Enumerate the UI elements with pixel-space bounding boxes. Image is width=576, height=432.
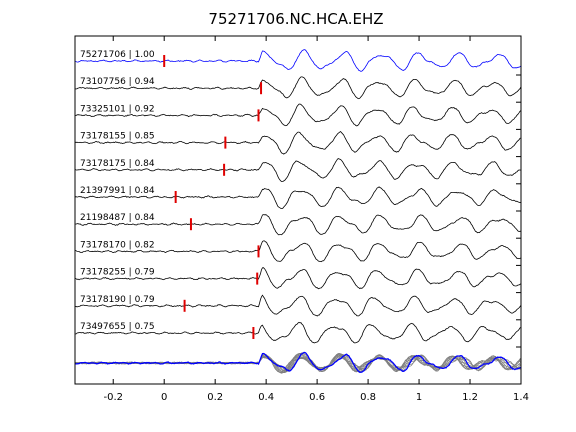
trace-0: 75271706 | 1.00 [75,49,522,72]
trace-label: 73178190 | 0.79 [80,295,155,305]
trace-label: 75271706 | 1.00 [80,50,155,60]
trace-8: 73178255 | 0.79 [74,267,522,290]
trace-label: 73497655 | 0.75 [80,322,155,332]
trace-label: 73178170 | 0.82 [80,240,155,250]
trace-label: 73325101 | 0.92 [80,104,155,114]
x-tick-label: 0.8 [360,392,376,403]
plot-frame [74,35,522,385]
traces-layer: 75271706 | 1.00 73107756 | 0.94 73325101 |… [74,49,522,344]
trace-label: 21198487 | 0.84 [80,213,155,223]
trace-line [74,267,522,290]
trace-label: 73178175 | 0.84 [80,159,155,169]
chart-title: 75271706.NC.HCA.EHZ [208,10,383,28]
x-tick-label: 1.2 [462,392,478,403]
x-tick-label: 0 [161,392,167,403]
trace-line [74,240,522,263]
overlay-reference [74,351,522,373]
trace-2: 73325101 | 0.92 [74,103,522,127]
trace-line [74,130,522,155]
trace-5: 21397991 | 0.84 [74,186,522,210]
axes: -0.2 0 0.2 0.4 0.6 0.8 1 1.2 1.4 [74,35,529,403]
trace-7: 73178170 | 0.82 [74,240,522,263]
trace-label: 73178155 | 0.85 [80,132,155,142]
trace-6: 21198487 | 0.84 [74,213,522,236]
trace-line [74,103,522,127]
trace-line [74,186,522,210]
trace-line [74,76,522,100]
trace-4: 73178175 | 0.84 [74,158,522,183]
trace-3: 73178155 | 0.85 [74,130,522,155]
trace-9: 73178190 | 0.79 [74,294,522,317]
x-tick-label: 0.2 [207,392,223,403]
trace-line [74,321,522,344]
trace-label: 21397991 | 0.84 [80,186,155,196]
trace-line [74,214,522,236]
trace-10: 73497655 | 0.75 [74,321,522,344]
trace-line [74,294,522,317]
x-tick-label: 1 [416,392,422,403]
x-tick-label: -0.2 [103,392,123,403]
x-tick-label: 0.4 [258,392,274,403]
stacked-overlay [74,351,522,374]
x-tick-label: 1.4 [513,392,529,403]
x-tick-label: 0.6 [309,392,325,403]
trace-1: 73107756 | 0.94 [74,76,522,100]
trace-line [75,49,522,72]
trace-label: 73107756 | 0.94 [80,77,155,87]
trace-line [74,158,522,183]
trace-label: 73178255 | 0.79 [80,268,155,278]
